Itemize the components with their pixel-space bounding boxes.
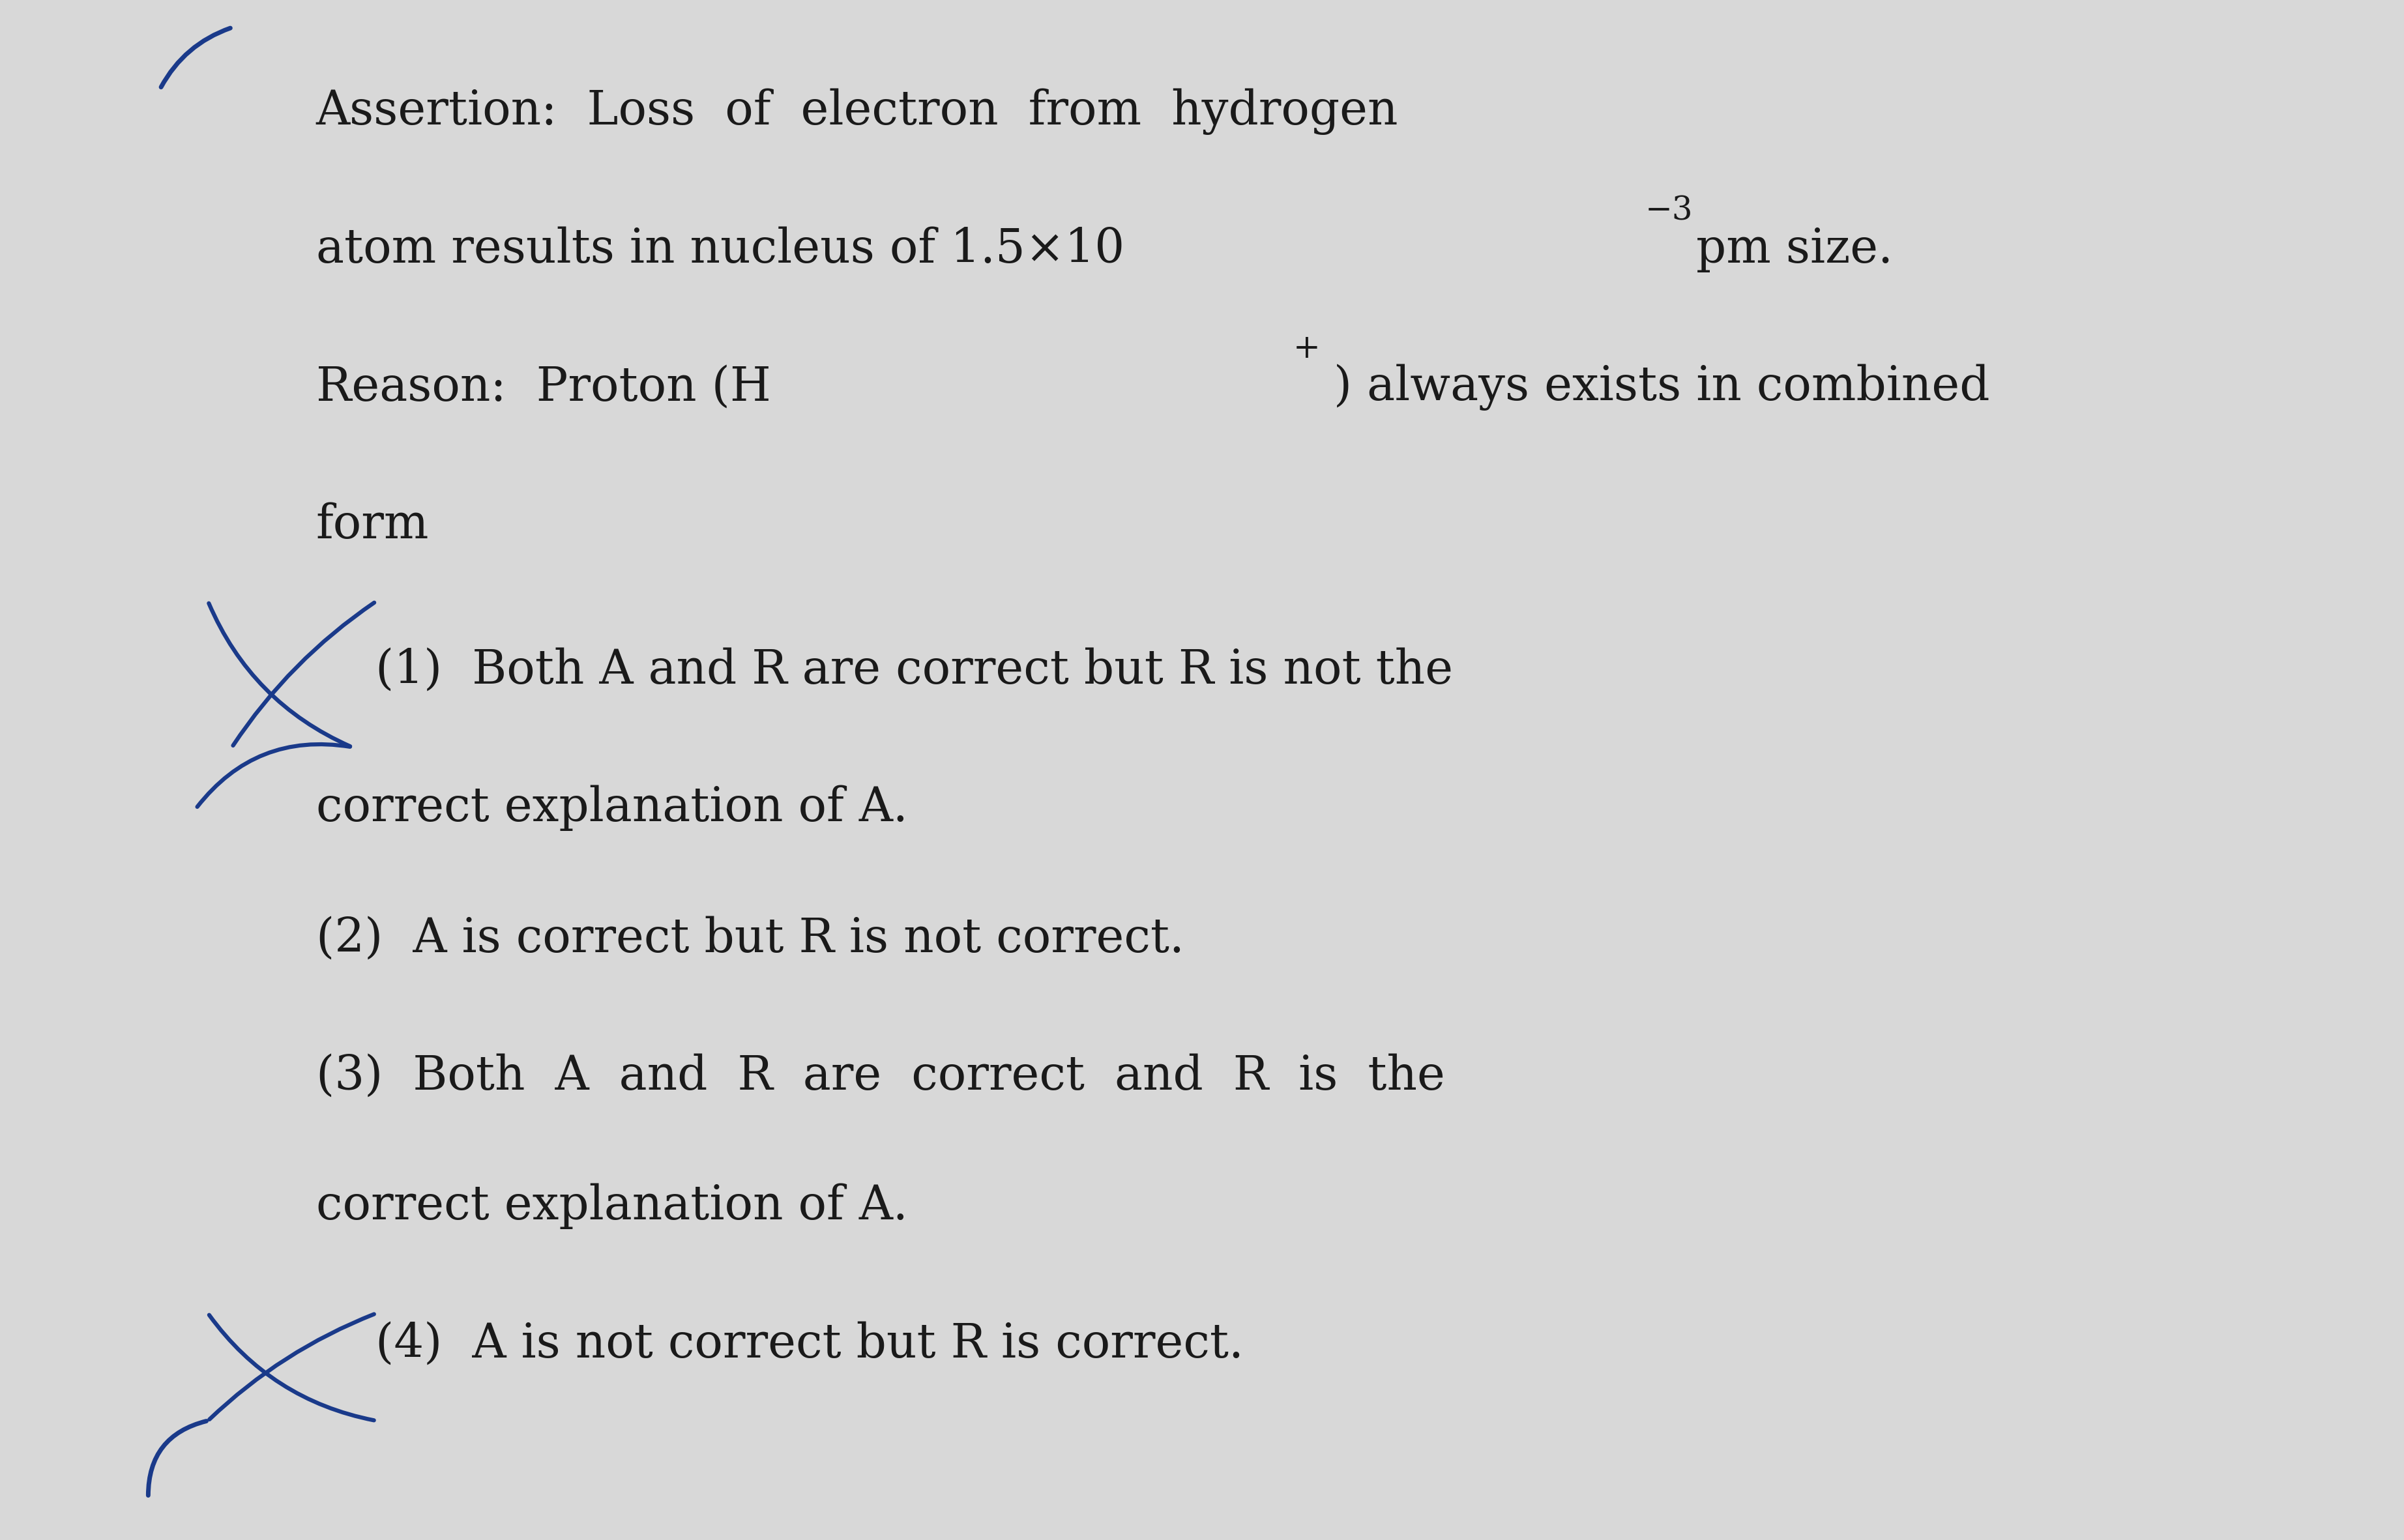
Text: −3: −3 [1644, 196, 1692, 228]
Text: form: form [315, 502, 428, 548]
Text: correct explanation of A.: correct explanation of A. [315, 1183, 909, 1229]
Text: correct explanation of A.: correct explanation of A. [315, 785, 909, 832]
Text: pm size.: pm size. [1680, 226, 1892, 273]
Text: +: + [1293, 333, 1320, 365]
Text: (4)  A is not correct but R is correct.: (4) A is not correct but R is correct. [375, 1321, 1243, 1368]
Text: atom results in nucleus of 1.5×10: atom results in nucleus of 1.5×10 [315, 226, 1125, 273]
Text: ) always exists in combined: ) always exists in combined [1334, 363, 1991, 411]
Text: (2)  A is correct but R is not correct.: (2) A is correct but R is not correct. [315, 915, 1185, 961]
Text: (1)  Both A and R are correct but R is not the: (1) Both A and R are correct but R is no… [375, 647, 1454, 693]
Text: Assertion:  Loss  of  electron  from  hydrogen: Assertion: Loss of electron from hydroge… [315, 88, 1399, 136]
Text: (3)  Both  A  and  R  are  correct  and  R  is  the: (3) Both A and R are correct and R is th… [315, 1053, 1445, 1100]
Text: Reason:  Proton (H: Reason: Proton (H [315, 365, 772, 410]
